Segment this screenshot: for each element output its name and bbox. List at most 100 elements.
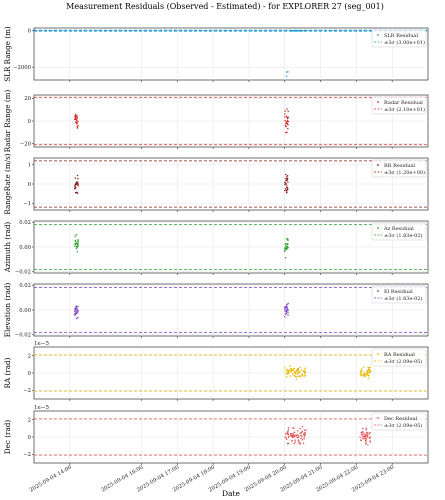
dec-residual-point: [362, 435, 364, 438]
y-axis-label: RangeRate (m/s): [3, 153, 12, 214]
ra-residual-point: [367, 377, 370, 380]
dec-residual-point: [301, 430, 304, 433]
radar-residual-point: [284, 113, 286, 115]
y-axis-label: Azimuth (rad): [3, 222, 12, 274]
ra-residual-point: [298, 374, 301, 377]
dec-residual-point: [360, 433, 363, 435]
ra-residual-point: [295, 373, 297, 375]
y-tick-label: 0: [28, 435, 32, 441]
dec-residual-point: [287, 431, 289, 433]
dec-residual-point: [296, 434, 298, 436]
ra-residual-point: [289, 368, 291, 370]
el-residual-point: [76, 307, 78, 310]
ra-residual-point: [369, 366, 372, 368]
dec-residual-point: [362, 427, 364, 430]
rr-residual-point: [76, 192, 79, 194]
y-tick-label: −2000: [13, 65, 32, 71]
az-residual-point: [75, 247, 78, 250]
rr-residual-point: [284, 188, 287, 190]
legend-marker-point: [377, 227, 379, 229]
dec-residual-point: [291, 440, 293, 442]
dec-residual-point: [299, 432, 301, 434]
rr-residual-point: [285, 183, 288, 185]
ra-residual-point: [301, 374, 303, 376]
dec-residual-point: [298, 442, 300, 444]
el-residual-point: [284, 316, 286, 318]
rr-residual-point: [285, 173, 287, 176]
az-residual-point: [284, 250, 286, 252]
el-residual-point: [285, 312, 288, 315]
az-residual-point: [75, 233, 78, 236]
legend-dec: Dec Residual±3σ (2.09e-05): [371, 412, 427, 431]
y-tick-label: 0.00: [19, 245, 31, 251]
az-residual-point: [287, 246, 289, 249]
ra-residual-point: [295, 370, 297, 373]
legend-label-sigma: ±3σ (1.83e-02): [384, 232, 422, 239]
figure-title: Measurement Residuals (Observed - Estima…: [66, 2, 384, 11]
legend-marker-point: [377, 101, 379, 103]
el-residual-point: [77, 311, 79, 313]
panel-dec: 2 0 −2 Dec (rad) 1e−5 Dec Residual±3σ (2.09e-…: [3, 405, 429, 465]
el-residual-point: [75, 305, 77, 307]
el-residual-point: [77, 309, 79, 312]
dec-residual-point: [304, 431, 306, 434]
slr-residual-point: [301, 29, 304, 32]
ra-residual-point: [303, 371, 306, 374]
x-tick-labels: 2025-09-04 14:00 2025-09-04 16:002025-09-…: [29, 464, 396, 493]
el-residual-point: [77, 316, 79, 319]
ra-residual-point: [303, 375, 305, 377]
dec-residual-point: [301, 425, 304, 428]
rr-residual-point: [76, 174, 79, 177]
radar-residual-point: [286, 120, 289, 122]
dec-residual-point: [293, 442, 295, 445]
ra-residual-point: [304, 374, 307, 377]
dec-residual-point: [301, 435, 303, 437]
legend-marker-point: [377, 164, 379, 166]
rr-residual-point: [285, 179, 287, 182]
slr-residual-point: [285, 75, 288, 77]
radar-residual-point: [77, 124, 79, 127]
dec-residual-point: [302, 442, 305, 445]
rr-residual-point: [284, 182, 287, 184]
ra-residual-point: [294, 375, 296, 378]
y-tick-label: 1: [28, 163, 31, 169]
legend-label-sigma: ±3σ (1.83e-02): [384, 295, 422, 302]
rr-residual-point: [284, 183, 286, 186]
az-residual-point: [284, 256, 287, 259]
el-residual-point: [76, 312, 78, 314]
dec-residual-point: [294, 441, 296, 443]
el-residual-point: [74, 311, 76, 313]
dec-residual-point: [284, 436, 287, 438]
ra-residual-point: [300, 375, 302, 378]
rr-residual-point: [76, 181, 79, 183]
legend-el: El Residual±3σ (1.83e-02): [371, 285, 427, 304]
dec-residual-point: [303, 435, 306, 437]
ra-residual-point: [362, 374, 364, 376]
dec-residual-point: [290, 435, 293, 438]
ra-residual-point: [293, 371, 296, 373]
dec-residual-point: [304, 434, 306, 436]
legend-marker-point: [377, 353, 379, 355]
dec-residual-point: [287, 432, 289, 435]
el-residual-point: [284, 306, 286, 308]
radar-residual-point: [76, 119, 78, 122]
ra-residual-point: [291, 369, 294, 372]
legend-label-residual: RA Residual: [384, 352, 415, 358]
dec-residual-point: [362, 437, 364, 440]
dec-residual-point: [365, 434, 368, 437]
legend-slr: SLR Residual±3σ (3.00e+01): [371, 29, 427, 48]
dec-residual-point: [299, 427, 301, 430]
slr-residual-point: [304, 29, 307, 32]
radar-residual-point: [77, 120, 79, 123]
dec-residual-point: [287, 427, 290, 429]
ra-residual-point: [360, 373, 362, 375]
dec-residual-point: [365, 429, 368, 431]
legend-label-residual: Dec Residual: [384, 416, 418, 422]
radar-residual-point: [76, 125, 79, 128]
ra-residual-point: [303, 368, 306, 371]
radar-residual-point: [74, 115, 76, 118]
ra-residual-point: [368, 371, 370, 374]
radar-residual-point: [74, 113, 77, 115]
